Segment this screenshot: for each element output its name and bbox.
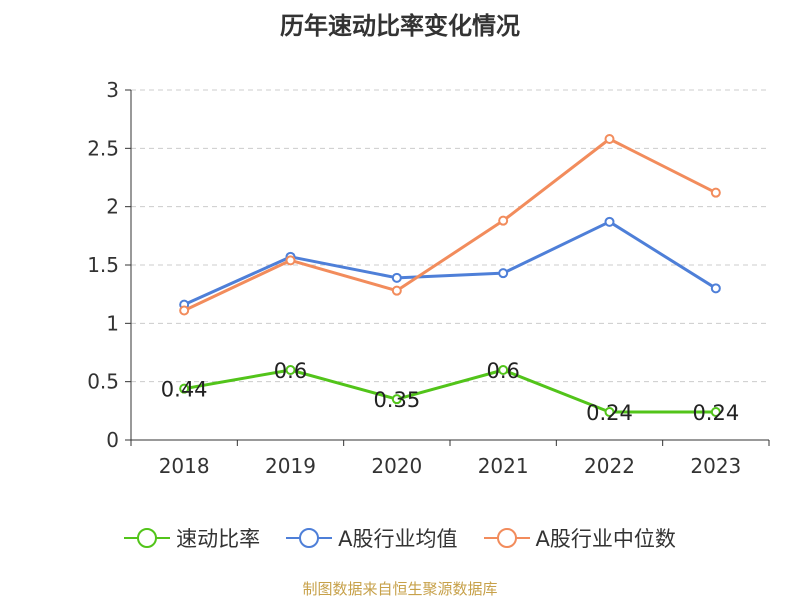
data-point: [285, 255, 296, 266]
x-tick-label: 2022: [584, 454, 635, 478]
legend-item-quick-ratio[interactable]: 速动比率: [124, 523, 260, 553]
y-tick-label: 1: [106, 311, 119, 335]
data-source-note: 制图数据来自恒生聚源数据库: [302, 580, 498, 598]
data-point: [604, 407, 615, 417]
legend: 速动比率 A股行业均值 A股行业中位数: [0, 520, 800, 556]
legend-line-marker-icon: [286, 526, 333, 550]
series-line: [183, 137, 717, 312]
data-point: [710, 187, 721, 198]
x-tick-label: 2020: [371, 454, 422, 478]
y-tick-label: 1.5: [87, 253, 119, 277]
legend-item-industry-median[interactable]: A股行业中位数: [483, 523, 676, 553]
data-point: [391, 285, 402, 296]
data-label: 0.6: [486, 359, 519, 383]
data-label: 0.24: [692, 401, 739, 425]
data-point: [604, 216, 615, 227]
data-label: 0.35: [373, 388, 420, 412]
data-point: [498, 268, 509, 279]
data-point: [498, 365, 509, 375]
data-point: [710, 283, 721, 294]
data-point: [179, 305, 190, 316]
legend-label: A股行业中位数: [535, 527, 676, 551]
data-point: [391, 272, 402, 283]
y-tick-label: 3: [106, 78, 119, 102]
x-tick-label: 2021: [478, 454, 529, 478]
x-tick-label: 2018: [159, 454, 210, 478]
data-label: 0.44: [161, 378, 208, 402]
chart-title: 历年速动比率变化情况: [280, 12, 520, 40]
legend-item-industry-mean[interactable]: A股行业均值: [286, 523, 458, 553]
x-tick-label: 2023: [690, 454, 741, 478]
y-tick-label: 2.5: [87, 136, 119, 160]
data-point: [391, 394, 402, 405]
data-point: [285, 365, 296, 375]
legend-line-marker-icon: [124, 526, 171, 550]
y-tick-label: 0: [106, 428, 119, 452]
data-point: [179, 383, 190, 394]
legend-label: 速动比率: [176, 527, 261, 551]
legend-line-marker-icon: [483, 526, 530, 550]
data-point: [604, 134, 615, 144]
series-line: [183, 220, 717, 307]
series-line: [183, 368, 716, 414]
data-point: [498, 215, 509, 226]
y-tick-label: 0.5: [87, 370, 119, 394]
y-tick-label: 2: [106, 195, 119, 219]
data-label: 0.6: [274, 359, 307, 383]
data-point: [710, 407, 721, 417]
data-label: 0.24: [586, 401, 633, 425]
legend-label: A股行业均值: [338, 527, 458, 551]
x-tick-label: 2019: [265, 454, 316, 478]
